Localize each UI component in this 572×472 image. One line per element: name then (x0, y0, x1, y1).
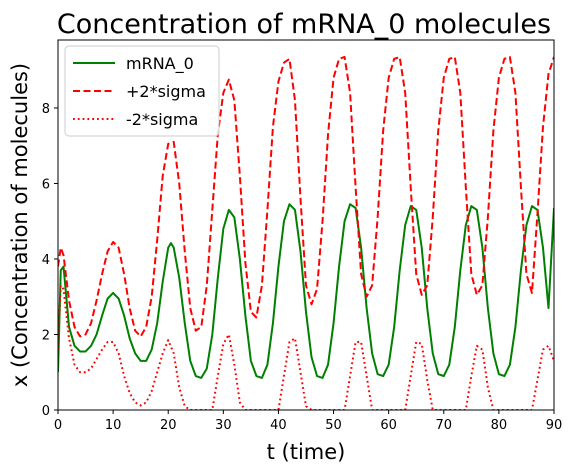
x-tick-label: 90 (546, 418, 563, 433)
y-tick-label: 2 (42, 328, 50, 343)
y-tick-label: 4 (42, 253, 50, 268)
series-layer (58, 55, 554, 410)
legend-label-2: -2*sigma (126, 110, 198, 129)
x-tick-label: 50 (325, 418, 342, 433)
legend-box (64, 45, 220, 137)
x-tick-label: 70 (436, 418, 453, 433)
legend: mRNA_0 +2*sigma -2*sigma (64, 45, 220, 137)
legend-label-1: +2*sigma (126, 82, 206, 101)
x-tick-label: 30 (215, 418, 232, 433)
plot-frame (57, 39, 555, 411)
y-tick-label: 0 (42, 404, 50, 419)
y-tick-label: 8 (42, 102, 50, 117)
series-line-1 (58, 55, 554, 338)
y-axis-label: x (Concentration of molecules) (8, 63, 32, 387)
x-axis-label: t (time) (267, 440, 346, 464)
legend-label-0: mRNA_0 (126, 54, 194, 74)
x-tick-label: 20 (160, 418, 177, 433)
x-tick-label: 40 (270, 418, 287, 433)
plot-area (57, 39, 555, 411)
x-tick-label: 60 (380, 418, 397, 433)
chart-title: Concentration of mRNA_0 molecules (57, 9, 551, 40)
y-axis: 0 2 4 6 8 (42, 102, 58, 419)
x-tick-label: 10 (105, 418, 122, 433)
x-tick-label: 80 (491, 418, 508, 433)
x-tick-label: 0 (54, 418, 62, 433)
series-line-2 (58, 284, 554, 410)
x-axis: 0 10 20 30 40 50 60 70 80 90 (54, 410, 562, 433)
y-tick-label: 6 (42, 177, 50, 192)
